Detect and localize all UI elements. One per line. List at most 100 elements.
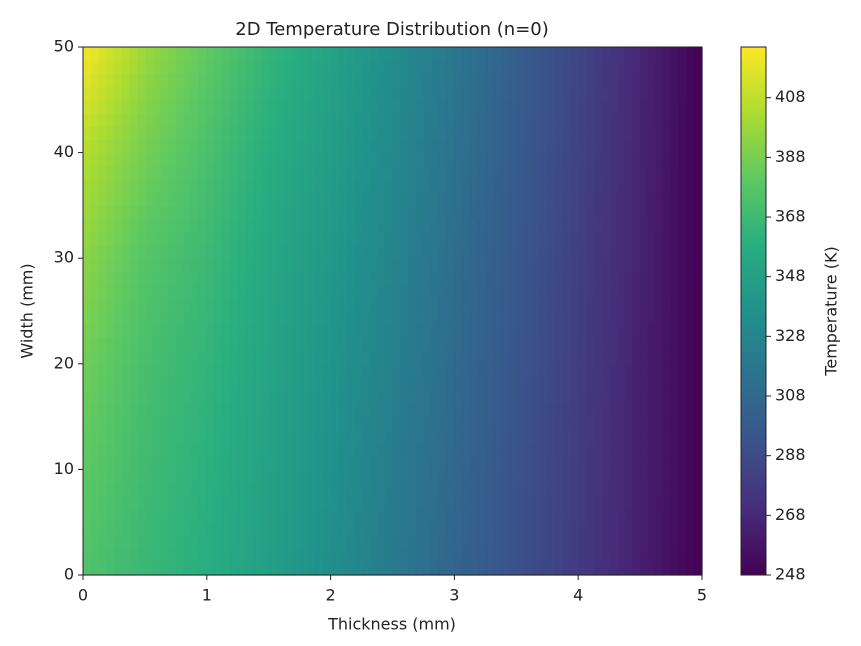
contour-cell (377, 192, 386, 206)
contour-cell (129, 271, 138, 286)
contour-cell (640, 231, 649, 246)
contour-cell (384, 205, 394, 220)
contour-cell (554, 258, 564, 272)
contour-cell (183, 99, 192, 114)
contour-cell (369, 165, 378, 180)
contour-cell (469, 113, 479, 127)
contour-cell (245, 205, 254, 220)
contour-cell (299, 179, 308, 193)
contour-cell (152, 403, 161, 418)
contour-cell (245, 535, 254, 550)
contour-cell (384, 324, 394, 338)
contour-cell (516, 403, 525, 418)
contour-cell (168, 416, 177, 431)
contour-cell (640, 245, 649, 259)
contour-cell (671, 469, 680, 484)
contour-cell (593, 218, 603, 233)
contour-cell (214, 73, 223, 88)
contour-cell (384, 495, 394, 510)
contour-cell (168, 377, 177, 391)
contour-cell (230, 152, 239, 167)
contour-cell (230, 284, 239, 299)
colorbar-tick-label: 248 (775, 565, 806, 584)
contour-cell (353, 548, 363, 563)
contour-cell (694, 509, 703, 523)
contour-cell (485, 165, 494, 180)
contour-cell (616, 271, 626, 286)
contour-cell (671, 482, 680, 497)
contour-cell (183, 482, 192, 497)
contour-cell (485, 271, 494, 286)
contour-cell (508, 522, 517, 536)
contour-cell (686, 403, 695, 418)
contour-cell (601, 205, 610, 220)
contour-cell (377, 363, 386, 378)
contour-cell (90, 522, 100, 536)
contour-cell (245, 113, 254, 127)
contour-cell (90, 284, 100, 299)
contour-cell (307, 377, 316, 391)
contour-cell (369, 337, 378, 352)
contour-cell (469, 535, 479, 550)
contour-cell (632, 482, 641, 497)
contour-cell (554, 311, 564, 325)
contour-cell (113, 495, 123, 510)
contour-cell (346, 126, 355, 140)
contour-cell (361, 495, 370, 510)
contour-cell (268, 535, 278, 550)
contour-cell (276, 205, 285, 220)
contour-cell (663, 429, 672, 444)
contour-cell (144, 390, 154, 404)
contour-cell (361, 337, 370, 352)
contour-cell (369, 126, 378, 140)
contour-cell (276, 139, 285, 154)
contour-cell (353, 284, 363, 299)
contour-cell (400, 337, 409, 352)
contour-cell (353, 86, 363, 101)
contour-cell (516, 126, 525, 140)
contour-cell (369, 205, 378, 220)
contour-cell (593, 482, 603, 497)
x-tick-label: 1 (202, 586, 212, 605)
contour-cell (539, 297, 548, 312)
contour-cell (137, 416, 146, 431)
contour-cell (222, 429, 231, 444)
contour-cell (585, 258, 595, 272)
contour-cell (694, 99, 703, 114)
contour-cell (369, 152, 378, 167)
contour-cell (106, 522, 115, 536)
contour-cell (230, 456, 239, 470)
contour-cell (98, 179, 107, 193)
contour-cell (168, 47, 177, 61)
contour-cell (593, 284, 603, 299)
contour-cell (346, 205, 355, 220)
contour-cell (601, 139, 610, 154)
contour-cell (307, 456, 316, 470)
contour-cell (299, 403, 308, 418)
contour-cell (671, 73, 680, 88)
contour-cell (493, 284, 502, 299)
contour-cell (106, 416, 115, 431)
contour-cell (493, 165, 502, 180)
contour-cell (392, 522, 401, 536)
contour-cell (647, 152, 657, 167)
contour-cell (152, 284, 161, 299)
contour-cell (609, 443, 618, 457)
contour-cell (330, 337, 339, 352)
contour-cell (570, 363, 579, 378)
x-tick-label: 5 (697, 586, 707, 605)
contour-cell (353, 258, 363, 272)
contour-cell (640, 429, 649, 444)
contour-cell (291, 139, 301, 154)
contour-cell (624, 73, 633, 88)
contour-cell (485, 192, 494, 206)
contour-cell (137, 152, 146, 167)
contour-cell (268, 47, 278, 61)
contour-cell (98, 165, 107, 180)
contour-cell (462, 218, 471, 233)
contour-cell (570, 495, 579, 510)
contour-cell (609, 337, 618, 352)
contour-cell (284, 522, 293, 536)
contour-cell (469, 443, 479, 457)
contour-cell (431, 245, 440, 259)
